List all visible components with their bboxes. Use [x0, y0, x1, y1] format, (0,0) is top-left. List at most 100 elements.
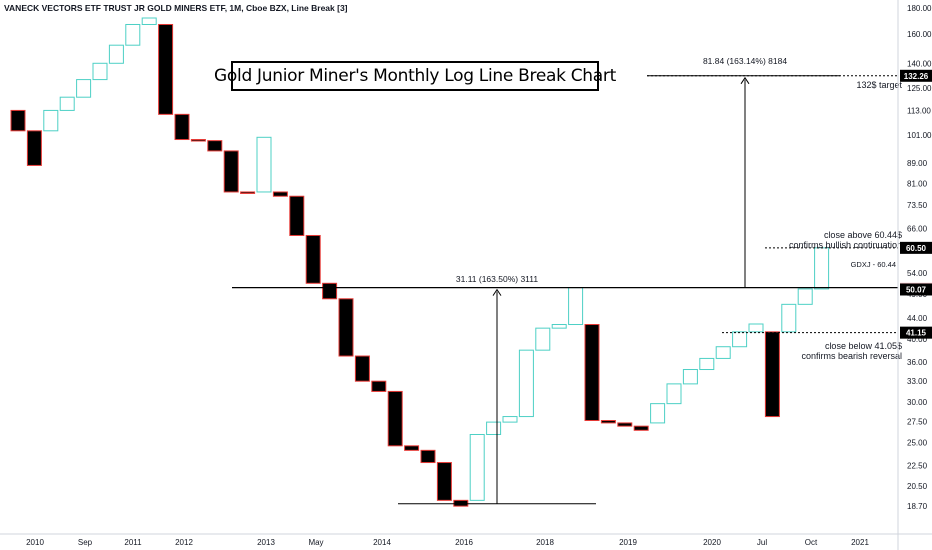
- bull-annotation-line2: confirms bullish continuation: [789, 240, 902, 250]
- up-brick: [715, 346, 731, 359]
- measure-arrow-2020: [740, 76, 750, 85]
- down-brick: [10, 109, 26, 132]
- target-label: 132$ target: [856, 80, 902, 90]
- price-tag-text: 60.50: [906, 244, 927, 253]
- price-tag: 41.15: [900, 326, 932, 339]
- up-brick: [518, 349, 534, 418]
- price-tag: 132.26: [900, 69, 932, 82]
- down-brick: [617, 422, 633, 427]
- up-brick: [76, 79, 92, 98]
- price-tag-bg: [900, 69, 932, 82]
- down-brick: [371, 380, 387, 392]
- time-axis: 2010 Sep 2011 2012 2013 May 2014 2016 2018 2019 20…: [0, 533, 932, 547]
- y-tick-label: 22.50: [907, 461, 928, 470]
- price-tag-bg: [900, 241, 932, 254]
- up-brick: [551, 324, 567, 329]
- y-tick-label: 89.00: [907, 159, 928, 168]
- y-tick-label: 30.00: [907, 398, 928, 407]
- y-tick-label: 27.50: [907, 417, 928, 426]
- symbol-price-label: GDXJ - 60.44: [851, 260, 896, 269]
- down-brick: [404, 445, 420, 451]
- up-brick: [699, 357, 715, 371]
- down-brick: [420, 449, 436, 464]
- bull-annotation-line1: close above 60.44$: [824, 230, 902, 240]
- down-brick: [305, 234, 321, 284]
- y-tick-label: 81.00: [907, 180, 928, 189]
- y-tick-label: 44.00: [907, 314, 928, 323]
- y-tick-label: 140.00: [907, 59, 932, 68]
- up-brick: [748, 323, 764, 333]
- y-tick-label: 20.50: [907, 482, 928, 491]
- down-brick: [26, 130, 42, 166]
- x-tick-label: 2013: [257, 538, 275, 547]
- up-brick: [682, 369, 698, 385]
- down-brick: [322, 282, 338, 300]
- y-tick-label: 180.00: [907, 4, 932, 13]
- price-tag-text: 41.15: [906, 329, 927, 338]
- y-tick-label: 40.00: [907, 335, 928, 344]
- up-brick: [650, 403, 666, 424]
- x-tick-label: 2011: [124, 538, 142, 547]
- price-tag-bg: [900, 326, 932, 339]
- down-brick: [223, 150, 239, 193]
- y-tick-label: 66.00: [907, 225, 928, 234]
- x-tick-label: Sep: [78, 538, 93, 547]
- measure-label-2016: 31.11 (163.50%) 3111: [456, 274, 539, 284]
- up-brick: [732, 331, 748, 348]
- chart-bricks: [10, 17, 830, 507]
- x-tick-label: Jul: [757, 538, 767, 547]
- price-tag: 50.07: [900, 283, 932, 296]
- down-brick: [207, 140, 223, 152]
- chart-drawings: [232, 75, 898, 505]
- y-tick-label: 125.00: [907, 84, 932, 93]
- down-brick: [158, 23, 174, 115]
- up-brick: [781, 303, 797, 333]
- y-tick-label: 54.00: [907, 269, 928, 278]
- price-tag-text: 132.26: [904, 72, 929, 81]
- up-brick: [125, 23, 141, 46]
- up-brick: [92, 62, 108, 81]
- down-brick: [272, 191, 288, 197]
- down-brick: [190, 139, 206, 142]
- symbol-header: VANECK VECTORS ETF TRUST JR GOLD MINERS …: [4, 3, 348, 13]
- x-tick-label: 2019: [619, 538, 637, 547]
- down-brick: [764, 331, 780, 418]
- up-brick: [502, 416, 518, 423]
- x-tick-label: 2014: [373, 538, 391, 547]
- down-brick: [600, 420, 616, 424]
- up-brick: [108, 44, 124, 64]
- y-tick-label: 113.00: [907, 106, 931, 115]
- x-tick-label: Oct: [805, 538, 818, 547]
- chart-title: Gold Junior Miner's Monthly Log Line Bre…: [214, 61, 616, 91]
- up-brick: [814, 247, 830, 290]
- down-brick: [387, 390, 403, 447]
- up-brick: [256, 136, 272, 193]
- down-brick: [240, 191, 256, 194]
- measure-arrow-2016: [492, 288, 502, 296]
- x-tick-label: 2020: [703, 538, 721, 547]
- up-brick: [486, 421, 502, 435]
- y-tick-label: 160.00: [907, 30, 932, 39]
- y-tick-label: 73.50: [907, 201, 928, 210]
- up-brick: [469, 433, 485, 501]
- x-tick-label: 2012: [175, 538, 193, 547]
- price-tag-bg: [900, 283, 932, 296]
- up-brick: [666, 383, 682, 405]
- down-brick: [436, 462, 452, 501]
- up-brick: [43, 109, 59, 132]
- x-tick-label: 2021: [851, 538, 869, 547]
- chart-title-text: Gold Junior Miner's Monthly Log Line Bre…: [214, 66, 616, 86]
- y-tick-label: 33.00: [907, 377, 928, 386]
- price-axis: 180.00 160.00 140.00 125.00 113.00 101.00 89.0…: [897, 0, 932, 550]
- down-brick: [354, 355, 370, 382]
- y-tick-label: 18.70: [907, 502, 928, 511]
- price-tag: 60.50: [900, 241, 932, 254]
- down-brick: [289, 195, 305, 236]
- chart-text-annotations: 31.11 (163.50%) 3111 81.84 (163.14%) 8184…: [456, 56, 903, 361]
- down-brick: [338, 298, 354, 357]
- y-tick-label: 36.00: [907, 358, 928, 367]
- down-brick: [584, 324, 600, 422]
- up-brick: [568, 287, 584, 326]
- y-tick-label: 101.00: [907, 131, 932, 140]
- down-brick: [633, 425, 649, 431]
